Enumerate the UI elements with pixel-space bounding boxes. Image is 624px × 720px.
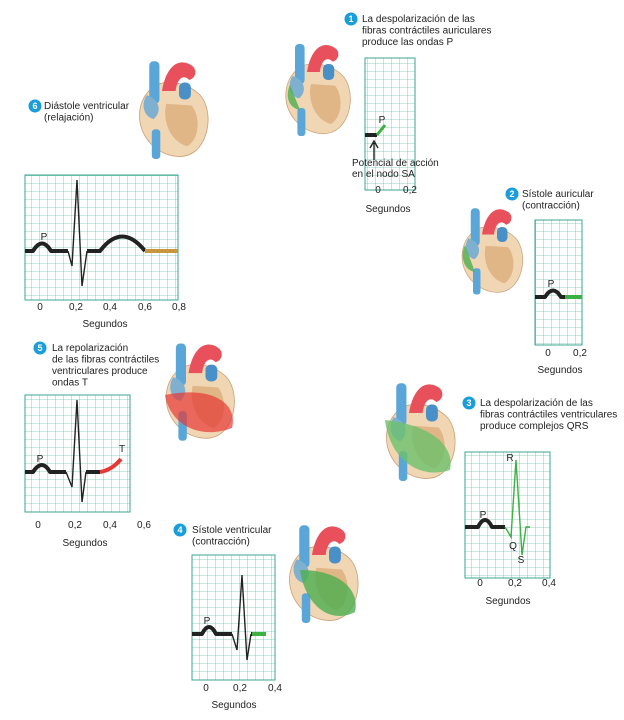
step-number: 4 bbox=[177, 525, 182, 535]
x-tick-label: 0,2 bbox=[68, 520, 82, 531]
step-caption: Sístole auricular bbox=[522, 189, 594, 200]
wave-label: P bbox=[41, 232, 48, 243]
x-tick-label: 0,2 bbox=[508, 578, 522, 589]
step-caption: produce las ondas P bbox=[362, 37, 454, 48]
axis-label: Segundos bbox=[485, 596, 530, 607]
wave-label: P bbox=[480, 510, 487, 521]
axis-label: Segundos bbox=[82, 319, 127, 330]
step-caption: La despolarización de las bbox=[362, 14, 475, 25]
axis-label: Segundos bbox=[537, 365, 582, 376]
step-badge bbox=[173, 523, 187, 537]
step-caption: (contracción) bbox=[522, 201, 580, 212]
heart bbox=[285, 43, 351, 137]
heart bbox=[139, 60, 209, 160]
step-number: 3 bbox=[466, 398, 471, 408]
wave-label: S bbox=[518, 555, 525, 566]
wave-label: Q bbox=[509, 541, 517, 552]
wave-label: P bbox=[379, 115, 386, 126]
axis-label: Segundos bbox=[365, 204, 410, 215]
x-tick-label: 0,4 bbox=[103, 520, 117, 531]
ecg-grid bbox=[191, 554, 276, 681]
x-tick-label: 0 bbox=[375, 185, 381, 196]
wave-label: P bbox=[204, 616, 211, 627]
x-tick-label: 0 bbox=[477, 578, 483, 589]
ecg-trace bbox=[25, 124, 582, 661]
step-caption: fibras contráctiles ventriculares bbox=[480, 410, 617, 421]
x-tick-label: 0,2 bbox=[573, 348, 587, 359]
wave-label: P bbox=[37, 454, 44, 465]
step-caption: de las fibras contráctiles bbox=[52, 355, 159, 366]
wave-label: R bbox=[506, 453, 513, 464]
step-number: 5 bbox=[37, 343, 42, 353]
step-caption: fibras contráctiles auriculares bbox=[362, 26, 492, 37]
x-tick-label: 0,4 bbox=[268, 683, 282, 694]
wave-label: T bbox=[119, 444, 125, 455]
ecg-grid bbox=[534, 219, 583, 346]
step-caption: produce complejos QRS bbox=[480, 421, 589, 432]
x-tick-label: 0 bbox=[35, 520, 41, 531]
step-caption: La despolarización de las bbox=[480, 398, 593, 409]
axis-label: Segundos bbox=[62, 538, 107, 549]
step-badge bbox=[505, 187, 519, 201]
x-tick-label: 0 bbox=[37, 302, 43, 313]
x-tick-label: 0 bbox=[203, 683, 209, 694]
step-badge bbox=[28, 99, 42, 113]
step-number: 6 bbox=[32, 101, 37, 111]
step-badge bbox=[462, 396, 476, 410]
step-caption: Diástole ventricular bbox=[44, 101, 130, 112]
wave-label: P bbox=[548, 279, 555, 290]
step-caption: La repolarización bbox=[52, 343, 128, 354]
ecg-grid bbox=[364, 57, 416, 191]
x-tick-label: 0,4 bbox=[103, 302, 117, 313]
x-tick-label: 0,6 bbox=[137, 520, 151, 531]
step-badge bbox=[344, 12, 358, 26]
step-caption: (relajación) bbox=[44, 113, 93, 124]
x-tick-label: 0,6 bbox=[138, 302, 152, 313]
x-tick-label: 0,8 bbox=[172, 302, 186, 313]
annotation: en el nodo SA bbox=[352, 169, 415, 180]
ecg-grid bbox=[24, 174, 179, 301]
step-number: 2 bbox=[509, 189, 514, 199]
step-caption: (contracción) bbox=[192, 537, 250, 548]
annotation: Potencial de acción bbox=[352, 158, 439, 169]
axis-label: Segundos bbox=[211, 700, 256, 711]
step-caption: ventriculares produce bbox=[52, 366, 148, 377]
step-badge bbox=[33, 341, 47, 355]
x-tick-label: 0,2 bbox=[69, 302, 83, 313]
x-tick-label: 0,2 bbox=[403, 185, 417, 196]
x-tick-label: 0,4 bbox=[542, 578, 556, 589]
x-tick-label: 0,2 bbox=[233, 683, 247, 694]
step-caption: Sístole ventricular bbox=[192, 525, 272, 536]
step-caption: ondas T bbox=[52, 378, 88, 389]
ecg-grid bbox=[464, 451, 551, 579]
x-tick-label: 0 bbox=[545, 348, 551, 359]
arrow bbox=[369, 139, 379, 160]
heart bbox=[461, 207, 524, 295]
step-number: 1 bbox=[348, 14, 353, 24]
